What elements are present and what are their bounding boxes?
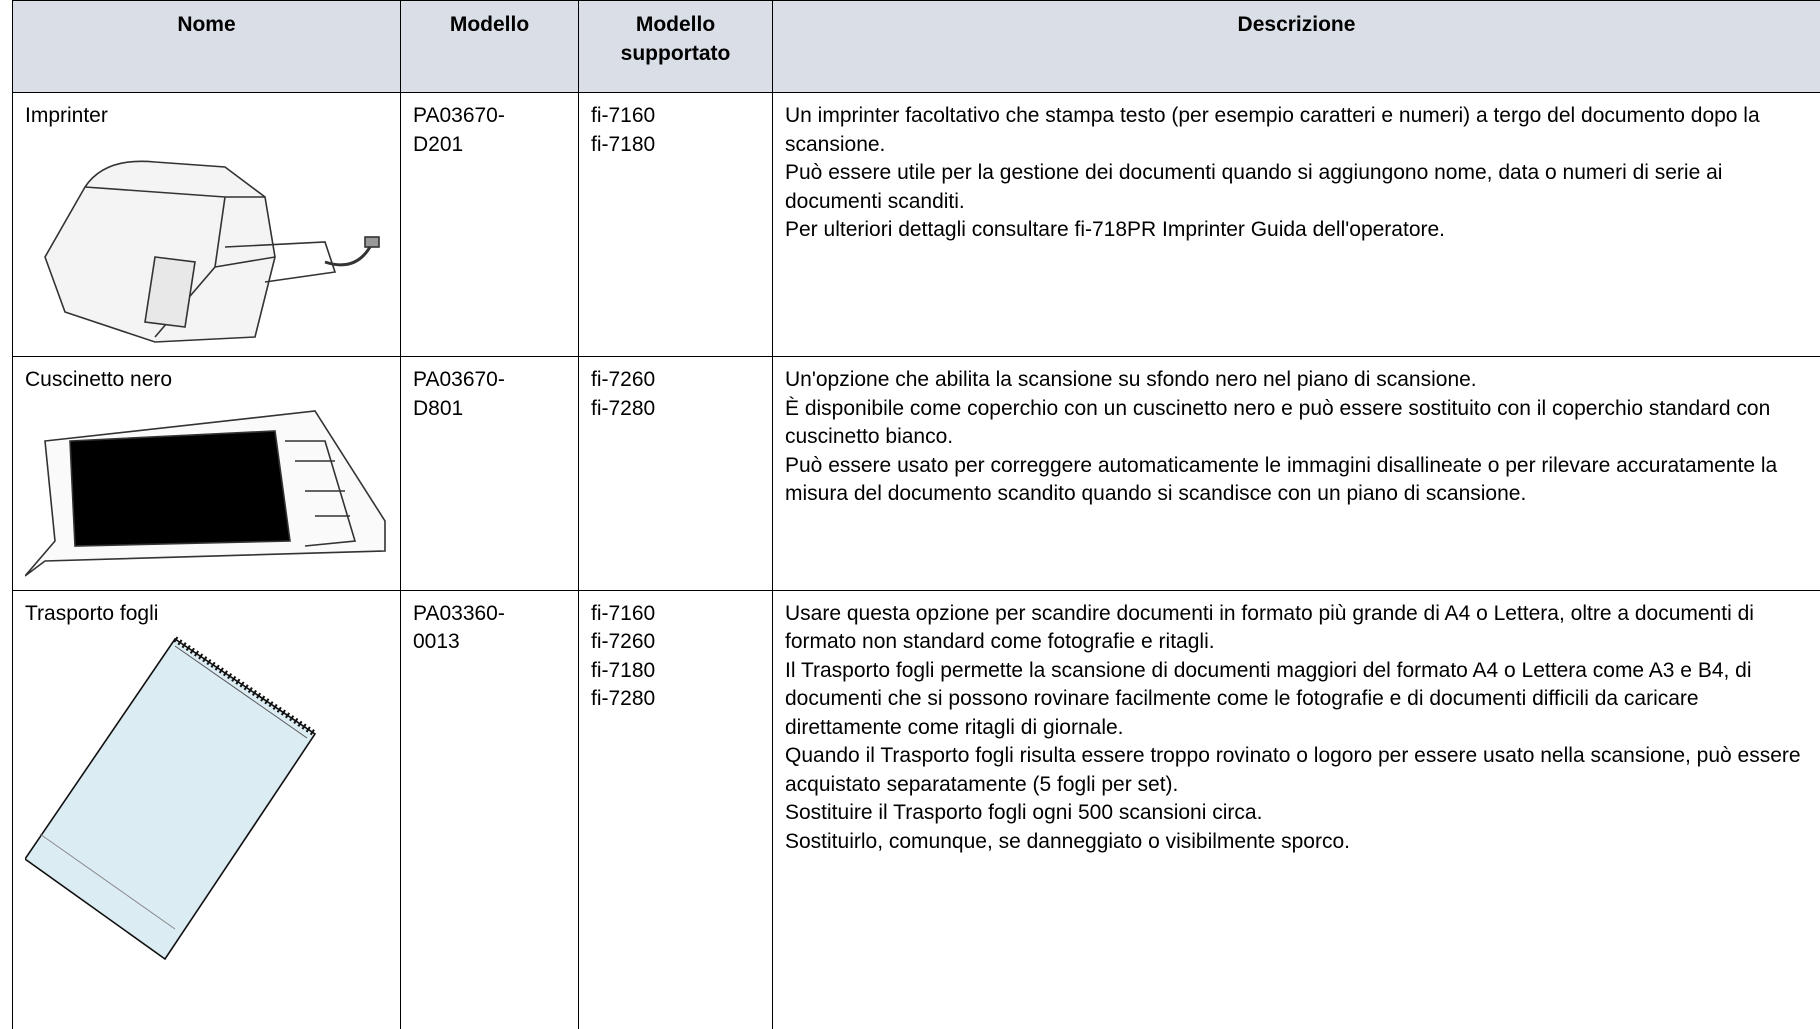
header-cell: Modello [401,1,579,93]
description-line: Un'opzione che abilita la scansione su s… [785,366,1808,395]
option-name: Cuscinetto nero [25,366,388,395]
model-cell: PA03360-0013 [401,590,579,1029]
description-cell: Usare questa opzione per scandire docume… [773,590,1820,1029]
header-cell: Nome [13,1,401,93]
option-name: Imprinter [25,102,388,131]
description-line: Il Trasporto fogli permette la scansione… [785,657,1808,743]
name-cell: Trasporto fogli [13,590,401,1029]
header-cell: Descrizione [773,1,1820,93]
header-cell: Modello supportato [579,1,773,93]
supported-line: fi-7180 [591,657,760,686]
supported-line: fi-7260 [591,366,760,395]
header-row: Nome Modello Modello supportato Descrizi… [13,1,1820,93]
supported-line: fi-7160 [591,102,760,131]
supported-line: fi-7260 [591,628,760,657]
description-cell: Un'opzione che abilita la scansione su s… [773,357,1820,591]
description-line: Sostituirlo, comunque, se danneggiato o … [785,828,1808,857]
model-line: 0013 [413,628,566,657]
carrier-sheet-image [25,634,395,964]
description-line: Per ulteriori dettagli consultare fi-718… [785,216,1808,245]
supported-line: fi-7160 [591,600,760,629]
supported-line: fi-7280 [591,685,760,714]
supported-line: fi-7280 [591,395,760,424]
black-pad-image [25,401,395,581]
model-cell: PA03670-D801 [401,357,579,591]
description-line: Usare questa opzione per scandire docume… [785,600,1808,657]
description-line: È disponibile come coperchio con un cusc… [785,395,1808,452]
model-cell: PA03670-D201 [401,93,579,357]
description-cell: Un imprinter facoltativo che stampa test… [773,93,1820,357]
description-line: Quando il Trasporto fogli risulta essere… [785,742,1808,799]
option-name: Trasporto fogli [25,600,388,629]
description-line: Un imprinter facoltativo che stampa test… [785,102,1808,159]
supported-line: fi-7180 [591,131,760,160]
model-line: PA03360- [413,600,566,629]
name-cell: Imprinter [13,93,401,357]
description-line: Sostituire il Trasporto fogli ogni 500 s… [785,799,1808,828]
options-table: Nome Modello Modello supportato Descrizi… [12,0,1820,1029]
name-cell: Cuscinetto nero [13,357,401,591]
model-line: D201 [413,131,566,160]
model-line: PA03670- [413,102,566,131]
page: Nome Modello Modello supportato Descrizi… [0,0,1820,989]
model-line: PA03670- [413,366,566,395]
description-line: Può essere utile per la gestione dei doc… [785,159,1808,216]
model-line: D801 [413,395,566,424]
description-line: Può essere usato per correggere automati… [785,452,1808,509]
imprinter-image [25,137,395,347]
